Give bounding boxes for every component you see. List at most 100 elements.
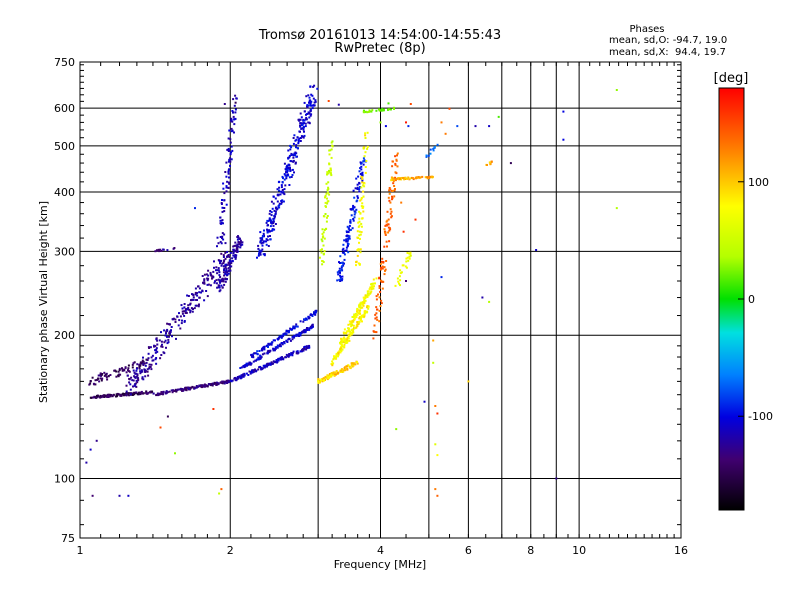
data-point: [228, 176, 230, 179]
data-point: [369, 291, 372, 294]
data-point: [346, 231, 348, 234]
data-point: [324, 194, 327, 197]
data-point: [259, 355, 262, 357]
data-point: [226, 255, 228, 258]
data-point: [309, 109, 312, 112]
data-point: [125, 392, 128, 395]
data-point: [319, 249, 322, 252]
data-point: [300, 135, 303, 138]
data-point: [100, 379, 103, 382]
data-point: [328, 171, 331, 173]
data-point: [367, 305, 370, 308]
data-point: [142, 356, 144, 359]
data-point: [356, 196, 359, 199]
data-point: [228, 182, 231, 185]
data-point: [216, 236, 219, 239]
y-axis-label: Stationary phase Virtual Height [km]: [37, 201, 50, 403]
data-point: [272, 220, 275, 223]
data-point: [259, 356, 262, 359]
data-point: [133, 393, 136, 396]
data-point: [329, 171, 332, 174]
data-point: [304, 125, 307, 128]
data-point: [224, 280, 227, 283]
data-point: [224, 257, 227, 260]
data-point: [227, 181, 230, 184]
data-point: [231, 120, 234, 123]
data-point: [168, 335, 170, 338]
data-point: [174, 452, 176, 455]
data-point: [261, 248, 264, 251]
data-point: [362, 184, 365, 187]
data-point: [198, 291, 201, 294]
data-point: [142, 362, 145, 365]
data-point: [347, 329, 350, 332]
data-point: [287, 355, 290, 358]
data-point: [221, 232, 224, 235]
data-point: [237, 235, 239, 238]
data-point: [203, 273, 206, 276]
data-point: [436, 143, 439, 146]
data-point: [391, 189, 394, 192]
data-point: [155, 362, 158, 365]
data-point: [218, 274, 221, 277]
data-point: [555, 477, 558, 480]
data-point: [269, 238, 272, 241]
data-point: [233, 131, 235, 134]
data-point: [241, 241, 244, 244]
data-point: [227, 254, 230, 257]
data-point: [378, 277, 381, 280]
data-point: [326, 202, 329, 205]
data-point: [265, 243, 268, 246]
data-point: [166, 249, 169, 252]
data-point: [271, 207, 274, 210]
data-point: [190, 299, 193, 302]
data-point: [360, 225, 363, 228]
data-point: [211, 382, 214, 385]
data-point: [273, 349, 276, 352]
colorbar-tick-label: 100: [748, 176, 769, 189]
data-point: [100, 396, 103, 399]
data-point: [248, 370, 251, 373]
data-point: [383, 273, 386, 276]
data-point: [266, 365, 269, 367]
data-point: [217, 267, 220, 270]
data-point: [189, 303, 191, 306]
data-point: [390, 216, 393, 219]
data-point: [367, 307, 370, 310]
data-point: [332, 362, 335, 365]
data-point: [317, 381, 320, 384]
data-point: [352, 206, 355, 209]
data-point: [280, 358, 283, 360]
data-point: [228, 129, 231, 132]
data-point: [352, 204, 355, 207]
data-point: [147, 357, 150, 360]
data-point: [236, 248, 239, 251]
data-point: [222, 182, 225, 185]
data-point: [324, 375, 327, 378]
data-point: [365, 294, 368, 297]
data-point: [123, 368, 126, 371]
x-tick-label: 4: [377, 544, 384, 557]
data-point: [303, 101, 306, 104]
data-point: [156, 343, 159, 346]
data-point: [234, 101, 237, 104]
data-point: [262, 232, 265, 235]
data-point: [381, 265, 384, 268]
data-point: [281, 191, 284, 194]
data-point: [337, 103, 340, 106]
data-point: [270, 214, 273, 217]
data-point: [378, 320, 381, 323]
data-point: [357, 221, 360, 224]
data-point: [331, 145, 334, 148]
data-point: [143, 368, 146, 371]
data-point: [150, 363, 153, 366]
data-point: [349, 219, 352, 222]
data-point: [351, 320, 354, 323]
data-point: [274, 197, 277, 200]
data-point: [380, 279, 382, 282]
data-point: [362, 163, 365, 166]
data-point: [330, 363, 333, 365]
data-point: [198, 384, 201, 387]
data-point: [319, 381, 321, 384]
data-point: [160, 354, 163, 356]
